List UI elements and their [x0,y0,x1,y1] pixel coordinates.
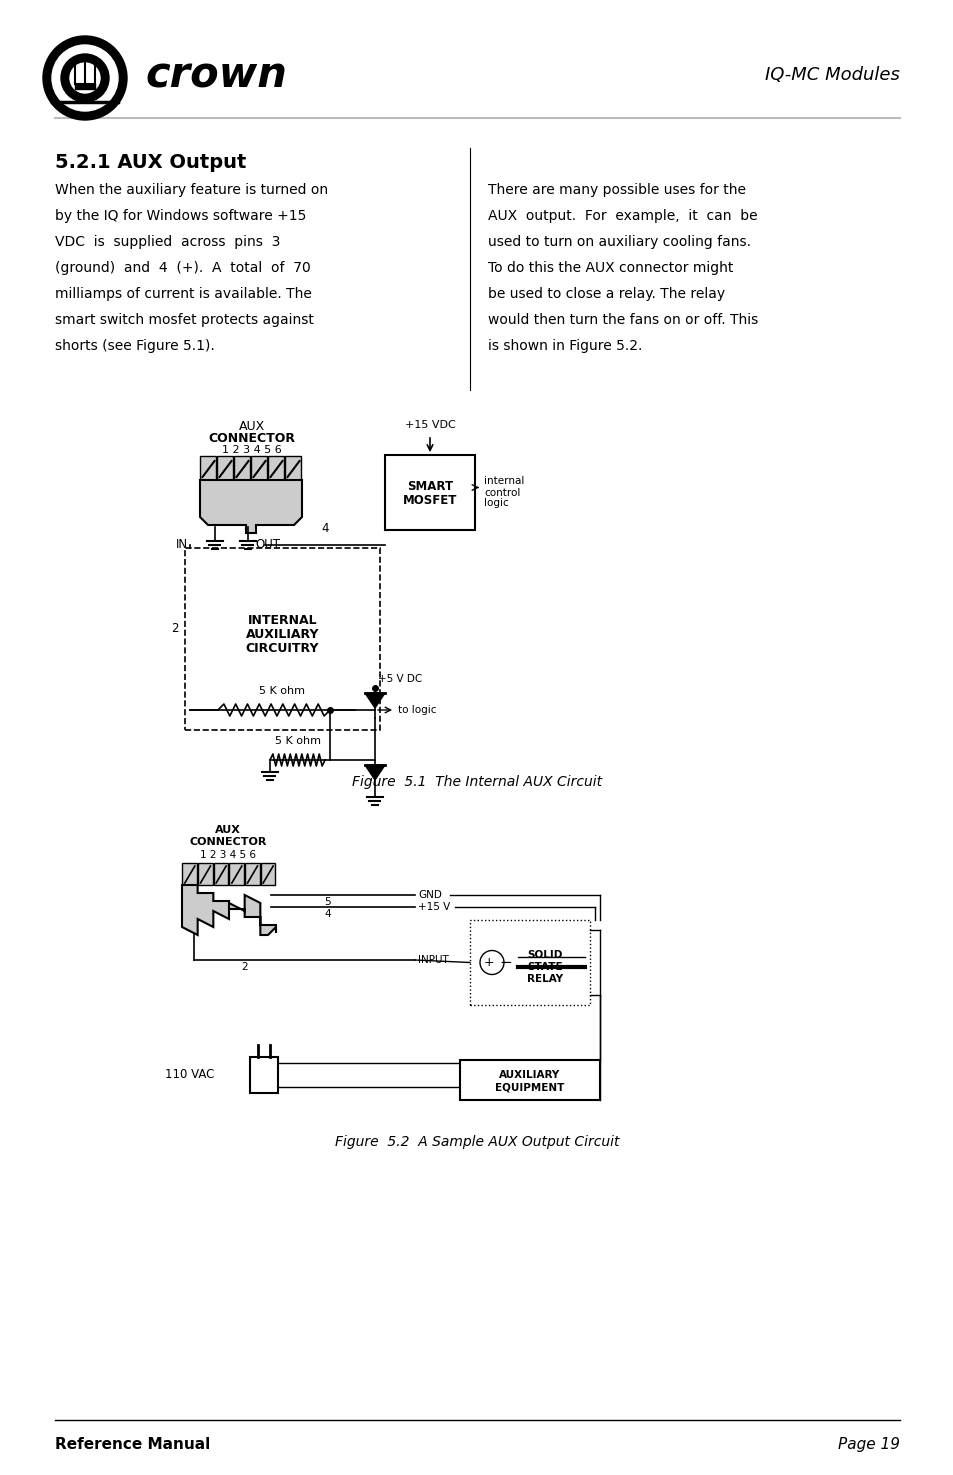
Text: IN: IN [175,538,188,552]
Polygon shape [365,693,385,708]
Text: Reference Manual: Reference Manual [55,1437,210,1451]
Text: 4: 4 [324,909,331,919]
Text: OUT: OUT [254,538,280,552]
Text: INTERNAL: INTERNAL [248,615,317,627]
Bar [268,456,284,479]
Text: used to turn on auxiliary cooling fans.: used to turn on auxiliary cooling fans. [488,235,750,249]
Circle shape [52,46,118,111]
Bar [217,456,233,479]
Bar [252,456,267,479]
Text: RELAY: RELAY [526,974,562,984]
Bar [459,1061,599,1100]
Text: logic: logic [483,499,508,509]
Text: +15 V: +15 V [417,903,450,912]
Circle shape [61,55,109,102]
Bar [285,456,301,479]
Bar [470,920,589,1004]
Text: is shown in Figure 5.2.: is shown in Figure 5.2. [488,339,641,353]
Text: 5.2.1 AUX Output: 5.2.1 AUX Output [55,153,246,173]
Text: IQ-MC Modules: IQ-MC Modules [764,66,899,84]
Circle shape [70,63,100,93]
Text: AUX: AUX [214,825,241,835]
Bar [385,454,475,530]
Text: When the auxiliary feature is turned on: When the auxiliary feature is turned on [55,183,328,198]
Bar [234,456,251,479]
Text: 2: 2 [241,962,248,972]
Text: −: − [499,954,512,971]
Text: crown: crown [145,55,287,96]
Bar [260,863,275,885]
Text: Figure  5.1  The Internal AUX Circuit: Figure 5.1 The Internal AUX Circuit [352,774,602,789]
Polygon shape [200,479,302,532]
Text: +15 VDC: +15 VDC [404,420,455,431]
Text: 1 2 3 4 5 6: 1 2 3 4 5 6 [222,445,281,454]
Bar [245,863,259,885]
Bar [200,456,216,479]
Bar [185,549,379,730]
Text: SOLID: SOLID [527,950,562,960]
Text: CONNECTOR: CONNECTOR [209,432,295,445]
Text: internal: internal [483,476,524,487]
Text: AUX  output.  For  example,  it  can  be: AUX output. For example, it can be [488,209,757,223]
Text: AUX: AUX [238,420,265,434]
Text: 2: 2 [172,621,179,634]
Text: 5 K ohm: 5 K ohm [274,736,320,746]
Text: control: control [483,488,519,497]
Text: 110 VAC: 110 VAC [165,1068,214,1081]
Text: To do this the AUX connector might: To do this the AUX connector might [488,261,733,274]
Text: Figure  5.2  A Sample AUX Output Circuit: Figure 5.2 A Sample AUX Output Circuit [335,1134,619,1149]
Text: 4: 4 [321,522,329,535]
Polygon shape [182,885,275,935]
Bar [198,863,213,885]
Text: There are many possible uses for the: There are many possible uses for the [488,183,745,198]
Text: by the IQ for Windows software +15: by the IQ for Windows software +15 [55,209,306,223]
Text: INPUT: INPUT [417,954,448,965]
Text: STATE: STATE [527,962,562,972]
Text: would then turn the fans on or off. This: would then turn the fans on or off. This [488,313,758,327]
Text: AUXILIARY: AUXILIARY [246,628,319,642]
Text: EQUIPMENT: EQUIPMENT [495,1083,564,1093]
Text: milliamps of current is available. The: milliamps of current is available. The [55,288,312,301]
Text: VDC  is  supplied  across  pins  3: VDC is supplied across pins 3 [55,235,280,249]
Bar [75,84,95,88]
Text: CIRCUITRY: CIRCUITRY [246,643,319,655]
Bar [213,863,229,885]
Text: (ground)  and  4  (+).  A  total  of  70: (ground) and 4 (+). A total of 70 [55,261,311,274]
Circle shape [479,950,503,975]
Text: 1 2 3 4 5 6: 1 2 3 4 5 6 [200,850,255,860]
Text: 5 K ohm: 5 K ohm [258,686,305,696]
Bar [182,863,197,885]
Text: SMART: SMART [407,479,453,493]
Text: AUXILIARY: AUXILIARY [498,1069,560,1080]
Text: MOSFET: MOSFET [402,494,456,507]
Text: 5: 5 [324,897,331,907]
Polygon shape [365,766,385,780]
Text: +5 V DC: +5 V DC [377,674,422,684]
Text: CONNECTOR: CONNECTOR [189,836,267,847]
Bar [230,863,244,885]
Text: Page 19: Page 19 [837,1437,899,1451]
Text: smart switch mosfet protects against: smart switch mosfet protects against [55,313,314,327]
Bar [250,1058,277,1093]
Text: shorts (see Figure 5.1).: shorts (see Figure 5.1). [55,339,214,353]
Text: GND: GND [417,889,441,900]
Text: be used to close a relay. The relay: be used to close a relay. The relay [488,288,724,301]
Text: to logic: to logic [397,705,436,715]
Text: +: + [483,956,494,969]
Circle shape [43,35,127,119]
